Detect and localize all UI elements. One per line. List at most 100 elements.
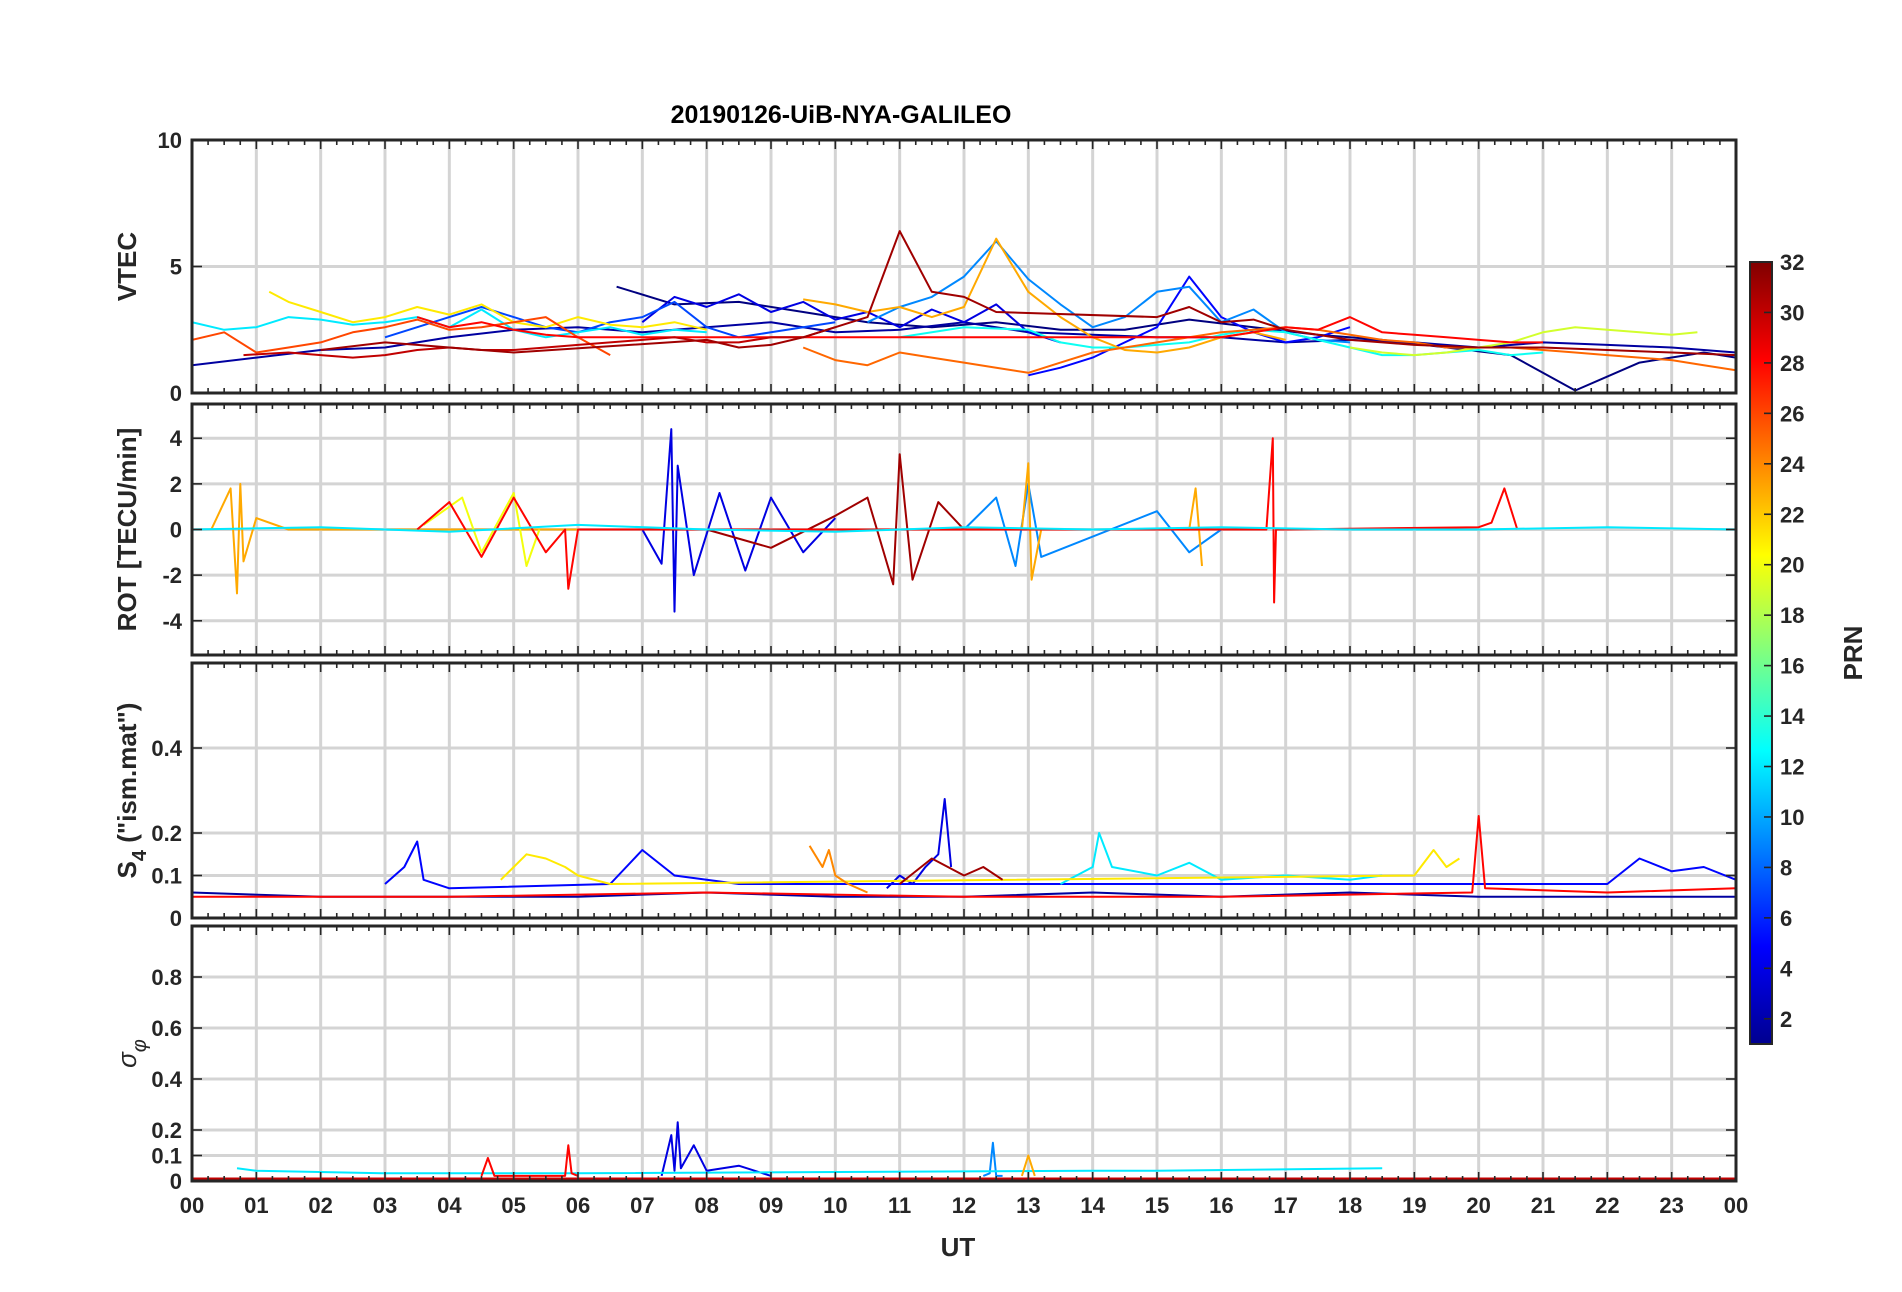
y-axis-title-sigma_phi: σφ [112,1039,151,1068]
series-prn-4 [660,1121,772,1177]
series-prn-19 [1349,326,1698,357]
colorbar-tick-label: 28 [1780,351,1804,376]
series-prn-7 [384,300,836,339]
x-tick-label: 22 [1595,1193,1619,1218]
y-tick-label: -2 [162,563,182,588]
x-tick-label: 15 [1145,1193,1169,1218]
y-axis-title-vtec: VTEC [112,232,142,302]
y-tick-label: 10 [158,128,182,153]
y-tick-label: 0.1 [151,1144,182,1169]
x-tick-label: 16 [1209,1193,1233,1218]
y-tick-label: 0.1 [151,864,182,889]
grid-sigma_phi [190,926,1738,1183]
panel-rot: -4 -2 0 2 4 ROT [TECU/min] [112,402,1738,657]
y-axis-title-s4: S4 ("ism.mat") [112,703,151,879]
panel-s4: 00.10.20.4S4 ("ism.mat") [112,661,1738,931]
y-tick-label: 4 [170,426,183,451]
series-prn-4 [886,798,953,890]
colorbar-tick-label: 24 [1780,452,1805,477]
x-tick-label: 23 [1659,1193,1683,1218]
series-group-s4 [192,798,1736,898]
figure-title: 20190126-UiB-NYA-GALILEO [671,101,1012,129]
series-prn-20 [423,492,541,567]
y-tick-label: 0.4 [151,1067,182,1092]
x-tick-label: 09 [759,1193,783,1218]
x-tick-label: 01 [244,1193,268,1218]
x-tick-label: 00 [1724,1193,1748,1218]
y-axis-title-subscript: 4 [129,849,151,861]
series-prn-23 [1020,1154,1036,1177]
y-tick-label: 5 [170,255,182,280]
panel-sigma_phi: 00.10.2 0.4 0.6 0.8 σφ [112,924,1738,1194]
series-prn-30 [243,326,836,359]
series-prn-12 [236,1167,1383,1175]
series-prn-28 [480,1144,579,1177]
y-tick-label: 0 [170,1169,182,1194]
series-prn-9 [867,240,1351,344]
colorbar-tick-label: 8 [1780,855,1792,880]
colorbar-tick-label: 6 [1780,906,1792,931]
y-tick-label: 0.2 [151,1118,182,1143]
colorbar-gradient [1749,261,1773,1045]
x-tick-label: 14 [1080,1193,1105,1218]
x-tick-label: 03 [373,1193,397,1218]
series-prn-12 [192,523,1736,533]
colorbar-tick-label: 30 [1780,300,1804,325]
series-prn-28 [416,437,1519,604]
colorbar-tick-label: 12 [1780,755,1804,780]
colorbar-tick-label: 14 [1780,704,1805,729]
y-axis-title-rest: ("ism.mat") [112,703,142,850]
series-prn-21 [500,849,1460,885]
series-prn-23 [803,237,1286,354]
y-tick-label: 2 [170,472,182,497]
series-prn-26 [192,316,611,356]
y-tick-label: -4 [162,609,182,634]
x-tick-label: 11 [888,1193,911,1218]
colorbar-tick-label: 32 [1780,250,1804,275]
series-prn-25 [802,326,1736,374]
colorbar-tick-label: 20 [1780,553,1804,578]
colorbar-tick-label: 22 [1780,502,1804,527]
x-tick-label: 13 [1016,1193,1040,1218]
colorbar-tick-label: 18 [1780,603,1804,628]
y-tick-label: 0.4 [151,736,182,761]
panel-vtec: 0 5 10 VTEC [112,128,1738,406]
ticks-s4 [191,663,1737,919]
ticks-sigma_phi [191,926,1737,1182]
y-tick-label: 0 [170,906,182,931]
y-axis-title-symbol: σ [112,1051,142,1068]
x-tick-label: 02 [308,1193,332,1218]
series-prn-9 [982,1141,1003,1177]
series-prn-28 [192,815,1736,898]
colorbar-tick-label: 26 [1780,401,1804,426]
y-tick-label: 0.2 [151,821,182,846]
x-tick-label: 00 [180,1193,204,1218]
colorbar-tick-label: 10 [1780,805,1804,830]
x-tick-label: 19 [1402,1193,1426,1218]
x-tick-label: 18 [1338,1193,1362,1218]
colorbar-tick-label: 2 [1780,1007,1792,1032]
x-tick-label: 06 [566,1193,590,1218]
y-axis-title-rot: ROT [TECU/min] [112,428,142,632]
x-tick-label: 05 [501,1193,525,1218]
series-group-rot [192,428,1736,613]
y-axis-title-symbol: S [112,861,142,878]
y-tick-label: 0.8 [151,965,182,990]
x-tick-label: 21 [1531,1193,1555,1218]
series-prn-4 [641,428,837,613]
colorbar-label: PRN [1838,626,1868,681]
y-tick-label: 0.6 [151,1016,182,1041]
colorbar-tick-label: 4 [1780,956,1793,981]
ticks-rot [191,404,1737,655]
y-axis-title-subscript: φ [129,1039,151,1052]
series-prn-31 [320,230,1736,357]
series-prn-5 [384,840,1736,890]
series-prn-9 [963,482,1222,567]
y-tick-label: 0 [170,381,182,406]
x-tick-label: 10 [823,1193,847,1218]
series-prn-24 [808,845,868,894]
x-tick-labels: 00 01 02 03 04 05 06 07 08 09 10 11 12 13 14 15 16 17 18 19… [180,1193,1748,1218]
